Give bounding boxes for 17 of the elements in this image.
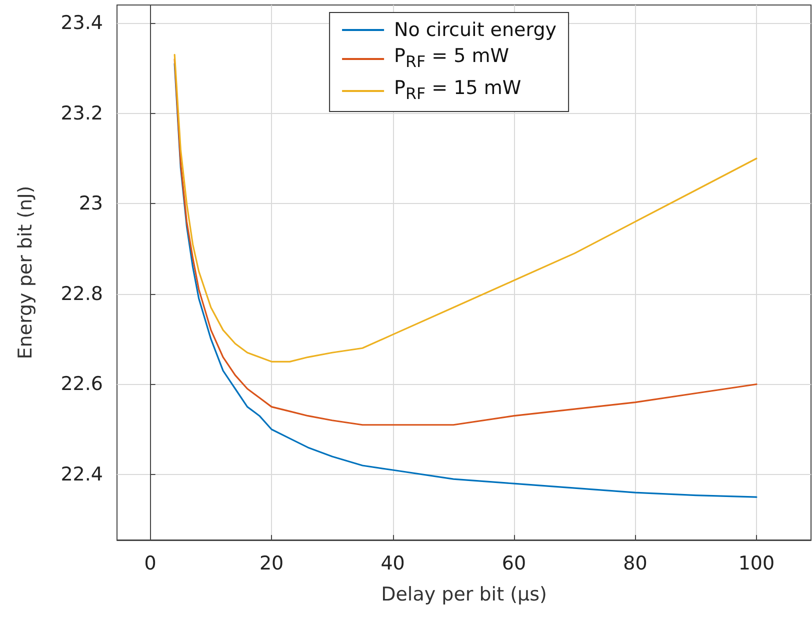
y-tick-label: 22.4 — [60, 464, 103, 486]
x-tick-label: 40 — [380, 552, 405, 574]
x-tick-label: 20 — [259, 552, 284, 574]
y-tick-label: 23.2 — [60, 102, 103, 124]
legend-label: P$_{RF}$ = 15 mW — [394, 76, 522, 105]
y-tick-label: 23.4 — [60, 12, 103, 34]
x-tick-label: 100 — [738, 552, 775, 574]
y-axis-title: Energy per bit (nJ) — [14, 186, 36, 360]
x-axis-title: Delay per bit (μs) — [381, 584, 547, 606]
x-tick-label: 80 — [623, 552, 648, 574]
x-tick-label: 0 — [144, 552, 156, 574]
legend-label: P$_{RF}$ = 5 mW — [394, 44, 510, 73]
y-tick-label: 23 — [78, 192, 103, 215]
y-tick-label: 22.8 — [60, 282, 103, 305]
y-tick-label: 22.6 — [60, 373, 103, 396]
legend-label: No circuit energy — [394, 18, 557, 43]
x-tick-label: 60 — [502, 552, 526, 574]
